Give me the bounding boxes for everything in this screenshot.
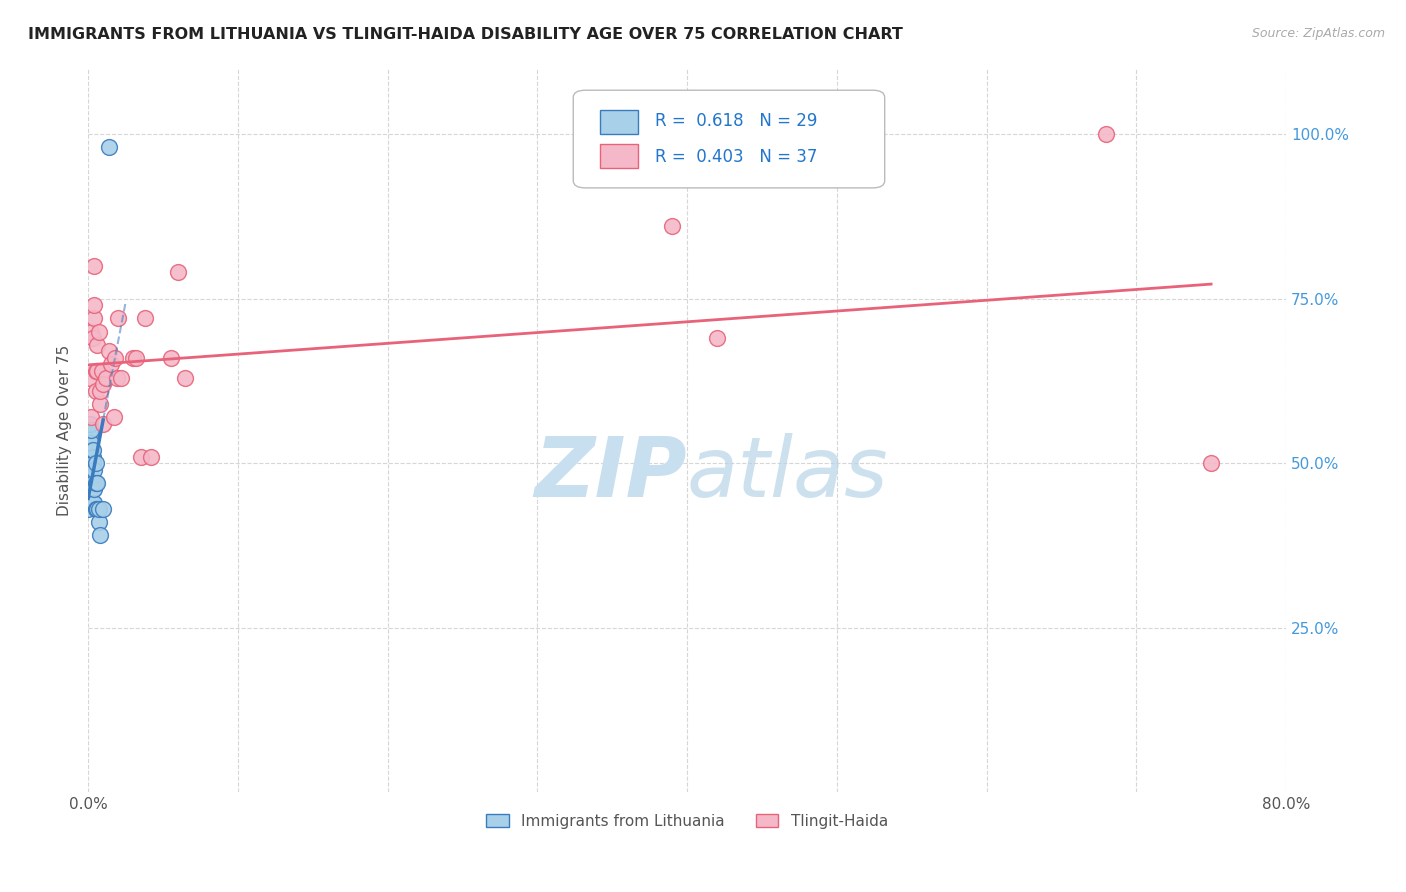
Point [84,475,107,490]
Point [86,502,108,516]
Point [77,502,100,516]
Point [167,265,190,279]
Point [89,397,111,411]
FancyBboxPatch shape [574,90,884,188]
Point [87,502,110,516]
FancyBboxPatch shape [599,111,638,134]
Point [1199,456,1222,470]
Point [104,351,127,365]
Point [125,351,148,365]
Point [80,436,103,450]
Text: atlas: atlas [688,434,889,514]
Point [82,483,104,497]
Point [134,311,156,326]
FancyBboxPatch shape [599,145,638,168]
Point [122,351,145,365]
Point [80,325,103,339]
Point [661,219,683,234]
Point [86,475,108,490]
Point [174,370,197,384]
Point [82,331,104,345]
Point [89,384,111,398]
Point [79,423,101,437]
Point [139,450,162,464]
Point [706,331,728,345]
Point [91,417,114,431]
Point [83,259,105,273]
Point [82,450,104,464]
Point [94,370,117,384]
Point [87,516,110,530]
Point [79,430,101,444]
Text: Source: ZipAtlas.com: Source: ZipAtlas.com [1251,27,1385,40]
Legend: Immigrants from Lithuania, Tlingit-Haida: Immigrants from Lithuania, Tlingit-Haida [479,807,894,835]
Point [82,495,104,509]
Point [79,417,101,431]
Point [98,344,121,359]
Text: IMMIGRANTS FROM LITHUANIA VS TLINGIT-HAIDA DISABILITY AGE OVER 75 CORRELATION CH: IMMIGRANTS FROM LITHUANIA VS TLINGIT-HAI… [28,27,903,42]
Point [89,528,111,542]
Point [90,364,112,378]
Point [100,358,122,372]
Point [107,311,129,326]
Text: ZIP: ZIP [534,434,688,514]
Point [84,364,107,378]
Point [91,502,114,516]
Point [86,337,108,351]
Point [80,410,103,425]
Point [91,377,114,392]
Point [80,442,103,457]
Point [82,475,104,490]
Point [79,370,101,384]
Point [129,450,152,464]
Point [86,364,108,378]
Point [87,325,110,339]
Point [98,140,121,154]
Point [80,423,103,437]
Point [84,384,107,398]
Point [105,370,128,384]
Point [80,456,103,470]
Text: R =  0.618   N = 29: R = 0.618 N = 29 [655,112,817,130]
Point [83,483,105,497]
Point [159,351,181,365]
Point [83,463,105,477]
Point [1095,128,1118,142]
Point [82,456,104,470]
Point [82,442,104,457]
Point [79,489,101,503]
Point [80,469,103,483]
Point [83,495,105,509]
Point [83,298,105,312]
Point [103,410,125,425]
Point [110,370,132,384]
Point [84,456,107,470]
Y-axis label: Disability Age Over 75: Disability Age Over 75 [58,344,72,516]
Point [84,502,107,516]
Text: R =  0.403   N = 37: R = 0.403 N = 37 [655,148,817,166]
Point [83,311,105,326]
